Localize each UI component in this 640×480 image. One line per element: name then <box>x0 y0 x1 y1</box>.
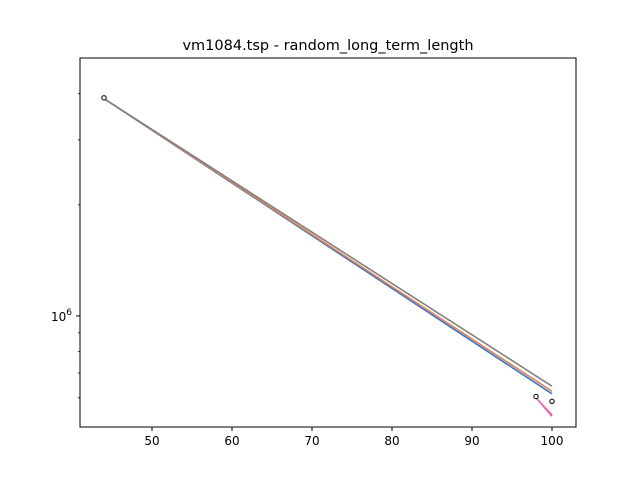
axis-layer: 50 60 70 80 90 100 106 <box>51 93 564 448</box>
chart-title: vm1084.tsp - random_long_term_length <box>182 38 473 54</box>
x-tick-label: 80 <box>384 434 399 448</box>
x-tick-label: 70 <box>304 434 319 448</box>
x-tick-label: 50 <box>144 434 159 448</box>
x-tick-label: 60 <box>224 434 239 448</box>
x-tick-label: 100 <box>541 434 564 448</box>
series-layer <box>103 97 553 417</box>
y-tick-label: 106 <box>51 308 72 324</box>
data-marker-3 <box>549 398 555 404</box>
marker-layer <box>101 95 555 404</box>
x-tick-label: 90 <box>464 434 479 448</box>
plot-area-frame <box>79 57 577 428</box>
data-marker-2 <box>533 393 539 400</box>
data-marker-1 <box>101 95 107 101</box>
series-line-3 <box>103 97 553 387</box>
series-line-5 <box>535 397 553 416</box>
